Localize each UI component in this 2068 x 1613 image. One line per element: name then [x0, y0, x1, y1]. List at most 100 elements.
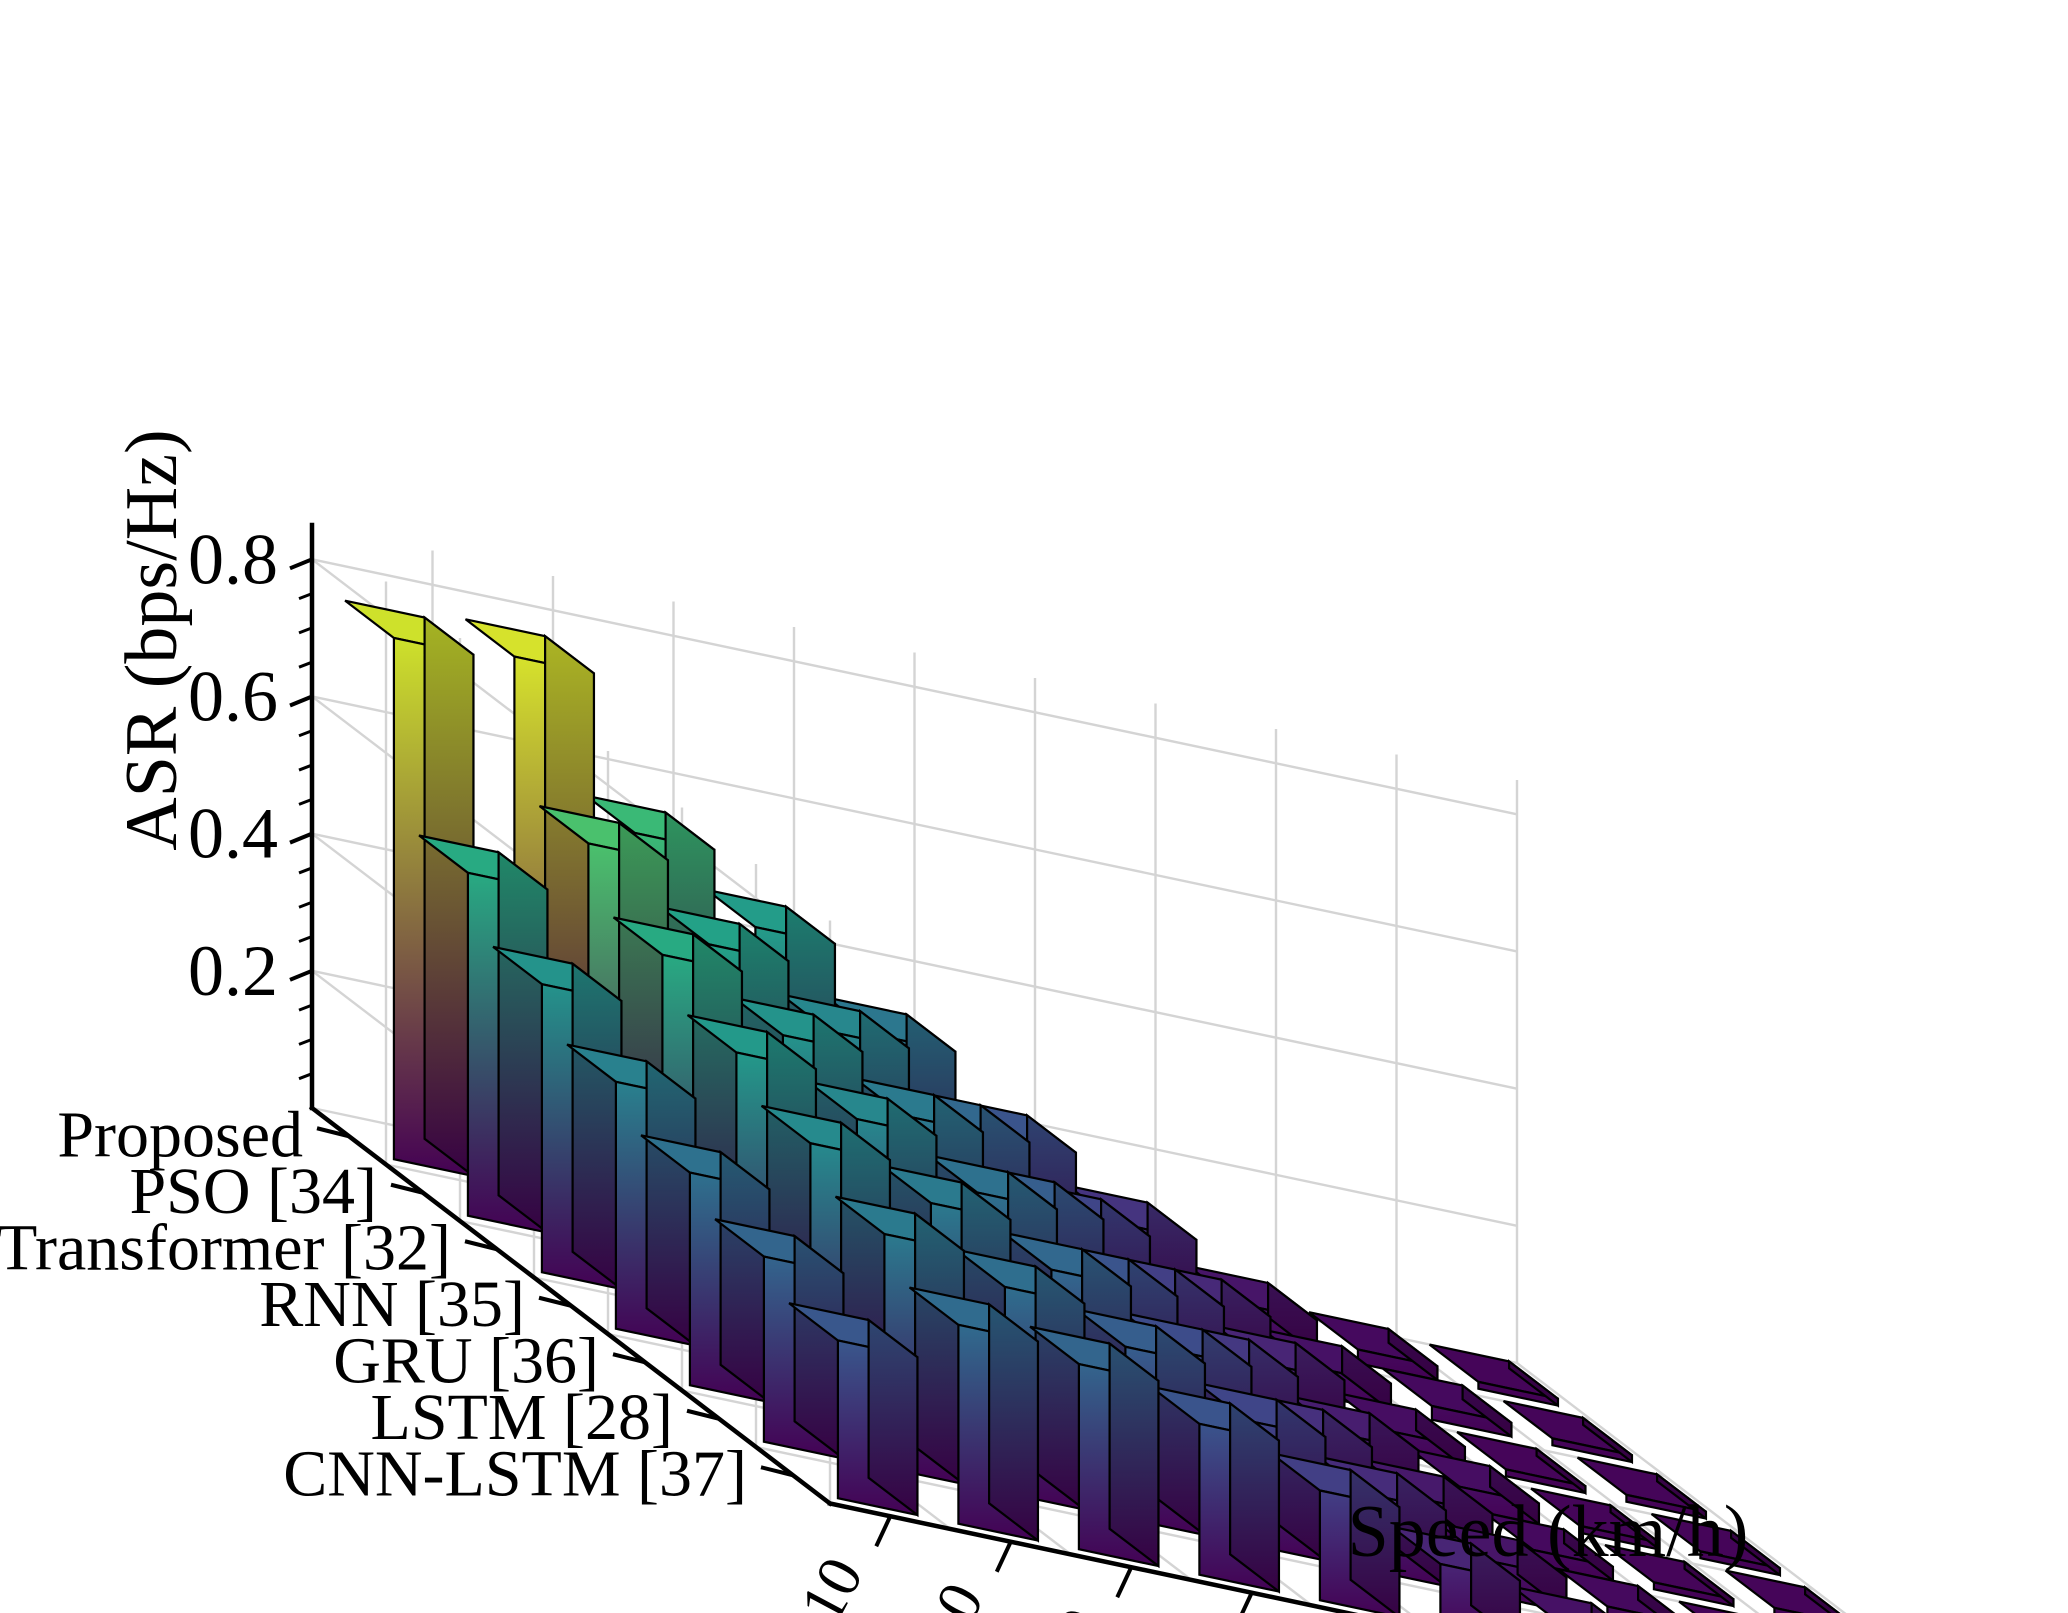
z-tick-minor	[298, 797, 313, 806]
y-tick-2	[464, 1239, 498, 1252]
y-tick-1	[390, 1182, 424, 1195]
bar	[344, 599, 475, 1179]
bar	[714, 1218, 845, 1461]
z-tick-minor	[298, 1072, 313, 1081]
z-tick-minor	[298, 729, 313, 738]
gridline-floor-x-10	[1516, 1362, 1847, 1613]
bar-top-face	[1511, 1585, 1607, 1613]
z-tick-minor	[298, 660, 313, 669]
x-tick-1	[994, 1540, 1013, 1573]
z-tick-major-1	[289, 831, 313, 845]
bar-side-face	[571, 961, 623, 1292]
z-axis-title: ASR (bps/Hz)	[111, 429, 193, 850]
bar	[788, 1302, 919, 1518]
bar	[1530, 1487, 1661, 1552]
y-tick-5	[686, 1408, 720, 1421]
bar-side-face	[1729, 1528, 1782, 1578]
x-tick-label: 10	[787, 1547, 876, 1613]
y-category-label: RNN [35]	[259, 1268, 525, 1341]
bar	[1724, 1569, 1841, 1613]
y-category-label: Transformer [32]	[0, 1211, 451, 1284]
x-axis-title: Speed (km/h)	[1348, 1491, 1749, 1573]
z-tick-minor	[298, 866, 313, 875]
z-tick-label: 0.6	[188, 656, 278, 736]
bar	[640, 1134, 771, 1405]
bars-layer	[344, 599, 1841, 1613]
bar	[1650, 1513, 1782, 1578]
bar	[1511, 1585, 1607, 1613]
bar	[418, 834, 549, 1235]
bar-side-face	[987, 1302, 1040, 1543]
bar-side-face	[1349, 1467, 1401, 1613]
bar-front-face	[1606, 1605, 1644, 1613]
bar	[1149, 1385, 1281, 1594]
y-category-label: PSO [34]	[129, 1155, 377, 1228]
bar-side-face	[1507, 1359, 1560, 1408]
bar-side-face	[1461, 1383, 1513, 1439]
z-tick-label: 0.4	[188, 794, 278, 874]
bar	[1456, 1431, 1587, 1496]
bar-top-face	[1724, 1569, 1841, 1613]
bar-side-face	[1590, 1601, 1607, 1613]
bar-side-face	[1034, 1264, 1086, 1512]
bar-side-face	[1803, 1585, 1841, 1613]
bar-side-face	[645, 1059, 697, 1348]
labels-layer: 0.20.40.60.8102030405060708090100Propose…	[0, 429, 1749, 1613]
bar	[1029, 1325, 1160, 1569]
x-axis-line	[827, 1500, 1359, 1613]
z-tick-minor	[298, 935, 313, 943]
bar	[1308, 1311, 1439, 1383]
x-tick-label: 30	[1028, 1598, 1117, 1613]
bar-front-face	[1773, 1606, 1804, 1613]
z-tick-minor	[298, 763, 313, 772]
z-tick-major-3	[289, 557, 313, 571]
bar-side-face	[1108, 1341, 1160, 1569]
bar-side-face	[1228, 1401, 1281, 1594]
bar	[1270, 1452, 1401, 1613]
z-tick-label: 0.2	[188, 931, 278, 1011]
bar-side-face	[1683, 1559, 1735, 1609]
bar	[1382, 1367, 1513, 1439]
z-tick-minor	[298, 1003, 313, 1012]
bar	[1557, 1568, 1676, 1613]
x-tick-3	[1240, 1591, 1254, 1613]
bar-side-face	[1469, 1541, 1522, 1613]
bar-side-face	[497, 850, 549, 1235]
bar-side-face	[1581, 1415, 1634, 1465]
y-category-label: CNN-LSTM [37]	[283, 1437, 747, 1510]
z-tick-major-0	[289, 968, 313, 982]
bar-side-face	[913, 1211, 966, 1487]
bar	[1390, 1525, 1522, 1613]
bar-side-face	[1535, 1446, 1587, 1496]
bar-side-face	[1154, 1324, 1207, 1538]
bar	[1604, 1544, 1735, 1609]
z-tick-minor	[298, 592, 313, 600]
bar	[1428, 1343, 1560, 1408]
x-tick-0	[874, 1515, 893, 1548]
bar-side-face	[867, 1317, 919, 1518]
z-tick-major-2	[289, 694, 313, 708]
y-tick-4	[612, 1352, 646, 1365]
y-category-label: LSTM [28]	[371, 1381, 673, 1454]
z-tick-minor	[298, 900, 313, 909]
axes-layer	[289, 522, 1359, 1613]
z-tick-label: 0.8	[188, 519, 278, 599]
y-category-label: GRU [36]	[333, 1324, 599, 1397]
z-tick-minor	[298, 626, 313, 635]
bar-side-face	[1655, 1472, 1708, 1521]
bar-side-face	[1609, 1503, 1661, 1552]
bar	[1502, 1400, 1634, 1465]
bar-side-face	[423, 615, 475, 1179]
bar-side-face	[1636, 1583, 1676, 1613]
x-tick-2	[1115, 1566, 1134, 1599]
y-tick-6	[760, 1465, 794, 1478]
y-tick-0	[316, 1126, 350, 1139]
bar-side-face	[793, 1233, 845, 1461]
z-tick-minor	[298, 1038, 313, 1046]
bar	[908, 1286, 1040, 1543]
y-category-label: Proposed	[57, 1098, 303, 1171]
x-tick-label: 20	[908, 1572, 997, 1613]
bar-side-face	[719, 1149, 771, 1405]
